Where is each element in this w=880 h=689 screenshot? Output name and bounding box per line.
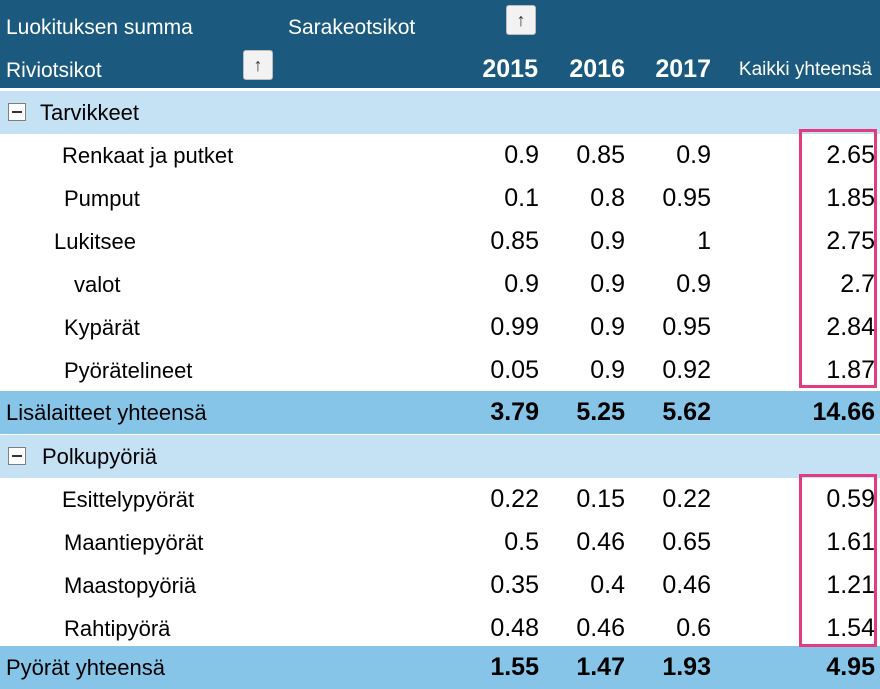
values-field-label: Luokituksen summa [6, 16, 193, 39]
subtotal-2017: 1.93 [662, 653, 711, 681]
grand-total-header: Kaikki yhteensä [738, 59, 872, 80]
table-row: Maantiepyörät 0.5 0.46 0.65 1.61 [0, 521, 880, 564]
row-label: Rahtipyörä [64, 616, 171, 641]
subtotal-row-lisalaitteet: Lisälaitteet yhteensä 3.79 5.25 5.62 14.… [0, 391, 880, 434]
subtotal-2015: 3.79 [490, 398, 539, 426]
value-2015: 0.05 [490, 356, 539, 384]
value-2016: 0.46 [576, 528, 625, 556]
value-2017: 0.65 [662, 528, 711, 556]
up-arrow-icon: ↑ [516, 9, 526, 30]
value-2017: 0.9 [676, 141, 711, 169]
group-label: Tarvikkeet [40, 100, 140, 125]
value-2017: 0.46 [662, 571, 711, 599]
row-label: Kypärät [64, 315, 140, 340]
group-row-polkupyoria: Polkupyöriä [0, 435, 880, 478]
subtotal-total: 4.95 [826, 653, 875, 681]
subtotal-2015: 1.55 [490, 653, 539, 681]
year-header-2015: 2015 [482, 55, 538, 83]
value-2017: 0.22 [662, 485, 711, 513]
table-row: Kypärät 0.99 0.9 0.95 2.84 [0, 306, 880, 349]
table-row: valot 0.9 0.9 0.9 2.7 [0, 263, 880, 306]
year-header-2017: 2017 [655, 55, 711, 83]
up-arrow-icon: ↑ [253, 54, 263, 75]
value-total: 1.21 [826, 571, 875, 599]
table-row: Pumput 0.1 0.8 0.95 1.85 [0, 177, 880, 220]
value-total: 2.7 [840, 270, 875, 298]
value-2016: 0.8 [590, 184, 625, 212]
column-sort-button[interactable]: ↑ [506, 5, 536, 35]
subtotal-2016: 1.47 [576, 653, 625, 681]
row-label: Renkaat ja putket [62, 143, 234, 168]
table-row: Rahtipyörä 0.48 0.46 0.6 1.54 [0, 607, 880, 650]
value-2016: 0.9 [590, 227, 625, 255]
table-row: Renkaat ja putket 0.9 0.85 0.9 2.65 [0, 134, 880, 177]
value-total: 2.75 [826, 227, 875, 255]
subtotal-total: 14.66 [812, 398, 875, 426]
value-total: 1.61 [826, 528, 875, 556]
row-label: valot [74, 272, 121, 297]
value-2015: 0.9 [504, 270, 539, 298]
value-2015: 0.22 [490, 485, 539, 513]
row-label: Lukitsee [54, 229, 136, 254]
value-2015: 0.48 [490, 614, 539, 642]
value-2015: 0.85 [490, 227, 539, 255]
value-2016: 0.9 [590, 313, 625, 341]
value-2016: 0.9 [590, 356, 625, 384]
pivot-header: Luokituksen summa Sarakeotsikot ↑ Riviot… [0, 0, 880, 88]
subtotal-2017: 5.62 [662, 398, 711, 426]
minus-icon [12, 455, 22, 457]
row-label: Pumput [64, 186, 140, 211]
value-2016: 0.85 [576, 141, 625, 169]
minus-icon [12, 111, 22, 113]
value-2017: 1 [697, 227, 711, 255]
value-2017: 0.92 [662, 356, 711, 384]
table-row: Esittelypyörät 0.22 0.15 0.22 0.59 [0, 478, 880, 521]
collapse-button[interactable] [8, 447, 26, 465]
column-labels-header: Sarakeotsikot [288, 16, 416, 39]
value-2017: 0.95 [662, 184, 711, 212]
value-total: 2.84 [826, 313, 875, 341]
row-label: Pyörätelineet [64, 358, 193, 383]
value-2015: 0.5 [504, 528, 539, 556]
value-2016: 0.15 [576, 485, 625, 513]
table-row: Maastopyöriä 0.35 0.4 0.46 1.21 [0, 564, 880, 607]
value-2015: 0.9 [504, 141, 539, 169]
value-2015: 0.99 [490, 313, 539, 341]
value-total: 0.59 [826, 485, 875, 513]
value-total: 1.85 [826, 184, 875, 212]
table-row: Lukitsee 0.85 0.9 1 2.75 [0, 220, 880, 263]
value-2016: 0.9 [590, 270, 625, 298]
subtotal-2016: 5.25 [576, 398, 625, 426]
table-row: Pyörätelineet 0.05 0.9 0.92 1.87 [0, 349, 880, 392]
group-row-tarvikkeet: Tarvikkeet [0, 91, 880, 134]
year-header-2016: 2016 [569, 55, 625, 83]
row-sort-button[interactable]: ↑ [243, 50, 273, 80]
collapse-button[interactable] [8, 103, 26, 121]
row-labels-header: Riviotsikot [6, 59, 102, 82]
value-2016: 0.46 [576, 614, 625, 642]
value-total: 1.87 [826, 356, 875, 384]
subtotal-label: Pyörät yhteensä [6, 655, 165, 680]
value-2015: 0.1 [504, 184, 539, 212]
subtotal-label: Lisälaitteet yhteensä [6, 400, 207, 425]
value-total: 1.54 [826, 614, 875, 642]
value-2016: 0.4 [590, 571, 625, 599]
value-2015: 0.35 [490, 571, 539, 599]
row-label: Esittelypyörät [62, 487, 195, 512]
value-2017: 0.6 [676, 614, 711, 642]
row-label: Maantiepyörät [64, 530, 204, 555]
subtotal-row-pyorat: Pyörät yhteensä 1.55 1.47 1.93 4.95 [0, 646, 880, 689]
group-label: Polkupyöriä [42, 444, 157, 469]
value-total: 2.65 [826, 141, 875, 169]
row-label: Maastopyöriä [64, 573, 197, 598]
value-2017: 0.95 [662, 313, 711, 341]
value-2017: 0.9 [676, 270, 711, 298]
